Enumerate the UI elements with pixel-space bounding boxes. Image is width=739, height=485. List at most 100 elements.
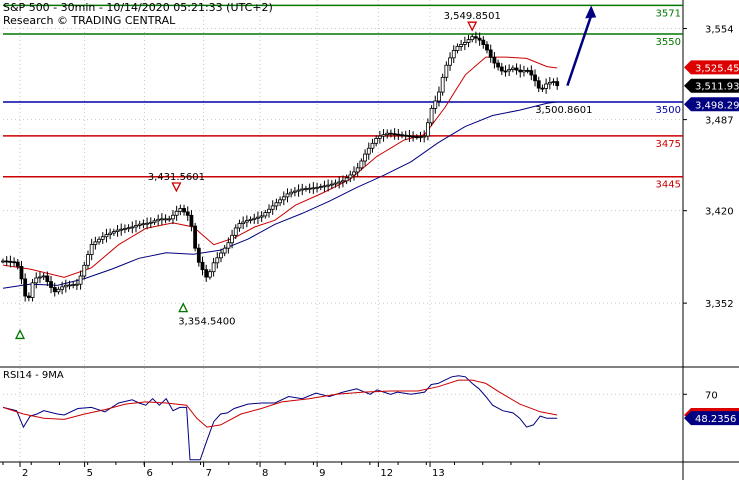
candle-body	[418, 136, 423, 139]
ma-slow-line	[2, 101, 558, 289]
candle-body	[185, 211, 190, 216]
candle-body	[74, 283, 79, 286]
candle-body	[193, 225, 198, 249]
candle-body	[551, 81, 556, 84]
gridlines	[3, 0, 683, 462]
candle-body	[115, 229, 120, 233]
candle-body	[104, 234, 109, 238]
candle-body	[496, 62, 500, 68]
candle-body	[241, 221, 246, 224]
candle-body	[422, 135, 427, 138]
candle-body	[374, 138, 379, 144]
candle-body	[555, 81, 560, 87]
candle-body	[26, 295, 31, 298]
candle-body	[525, 69, 530, 72]
candle-body	[89, 244, 94, 255]
candle-body	[189, 214, 194, 227]
research-credit: Research © TRADING CENTRAL	[3, 14, 176, 27]
candle-body	[470, 36, 475, 41]
candle-body	[485, 44, 489, 51]
candle-body	[451, 50, 456, 59]
candle-body	[322, 185, 327, 188]
candle-body	[123, 228, 127, 230]
candle-body	[377, 135, 382, 139]
level-label-3571: 3571	[656, 8, 681, 19]
candle-body	[285, 193, 290, 198]
candles	[1, 31, 560, 302]
candle-body	[507, 69, 512, 72]
candle-body	[15, 261, 20, 267]
y-tick-label: 3,420	[705, 207, 734, 218]
rsi-badge	[684, 411, 739, 426]
candle-body	[86, 254, 90, 266]
candle-body	[544, 83, 549, 89]
candle-body	[400, 134, 404, 137]
candle-body	[19, 265, 24, 280]
rsi-title: RSI14 - 9MA	[3, 370, 64, 381]
candle-body	[237, 223, 242, 229]
candle-body	[134, 225, 138, 228]
level-label-3445: 3445	[656, 180, 681, 191]
candle-body	[82, 264, 87, 277]
candle-body	[333, 182, 338, 185]
x-tick-label: 7	[206, 468, 212, 479]
candle-body	[529, 70, 534, 76]
candle-body	[352, 171, 356, 176]
candle-body	[219, 252, 223, 259]
price-badge	[684, 60, 739, 75]
candle-body	[455, 45, 460, 51]
candle-body	[226, 242, 231, 249]
level-label-3550: 3550	[656, 37, 681, 48]
candle-body	[1, 260, 5, 263]
projection-arrow-shaft	[566, 15, 593, 87]
candle-body	[337, 181, 342, 184]
candle-body	[156, 218, 161, 222]
candle-body	[126, 227, 131, 230]
candle-body	[200, 261, 205, 271]
candle-body	[49, 281, 53, 288]
candle-body	[462, 42, 467, 45]
candle-body	[503, 70, 508, 73]
candle-body	[437, 91, 441, 102]
candle-body	[429, 107, 434, 124]
candle-body	[381, 134, 386, 137]
candle-body	[119, 228, 124, 231]
annotation-label: 3,549.8501	[444, 11, 501, 22]
candle-body	[385, 132, 390, 136]
annotation-label: 3,500.8601	[535, 105, 592, 116]
candle-body	[326, 184, 331, 187]
candle-body	[444, 64, 449, 78]
candle-body	[411, 135, 416, 138]
annotation-label: 3,431.5601	[148, 172, 205, 183]
annotation-label: 3,354.5400	[178, 317, 235, 328]
x-tick-label: 12	[380, 468, 393, 479]
candle-body	[100, 236, 105, 240]
candle-body	[78, 275, 83, 285]
price-badge	[684, 78, 739, 93]
candle-body	[396, 133, 401, 136]
candle-body	[141, 223, 146, 226]
candle-body	[440, 76, 445, 93]
y-tick-label: 3,487	[705, 116, 734, 127]
candle-body	[108, 232, 113, 235]
candle-body	[130, 226, 135, 229]
candle-body	[341, 180, 345, 183]
candle-body	[148, 221, 153, 224]
x-tick-label: 6	[146, 468, 152, 479]
x-tick-label: 2	[22, 468, 28, 479]
candle-body	[448, 57, 452, 66]
candle-body	[12, 261, 16, 264]
candle-body	[514, 67, 519, 71]
candle-body	[256, 216, 260, 219]
ma-fast-line	[2, 56, 558, 278]
candle-body	[300, 188, 305, 191]
candle-body	[474, 36, 478, 39]
y-tick-label: 3,352	[705, 299, 734, 310]
candle-body	[304, 188, 308, 190]
candle-body	[392, 133, 397, 136]
candle-body	[311, 187, 316, 190]
candle-body	[152, 220, 157, 223]
rsi-badge-label: 48.2356	[695, 414, 736, 425]
candle-body	[71, 284, 76, 286]
